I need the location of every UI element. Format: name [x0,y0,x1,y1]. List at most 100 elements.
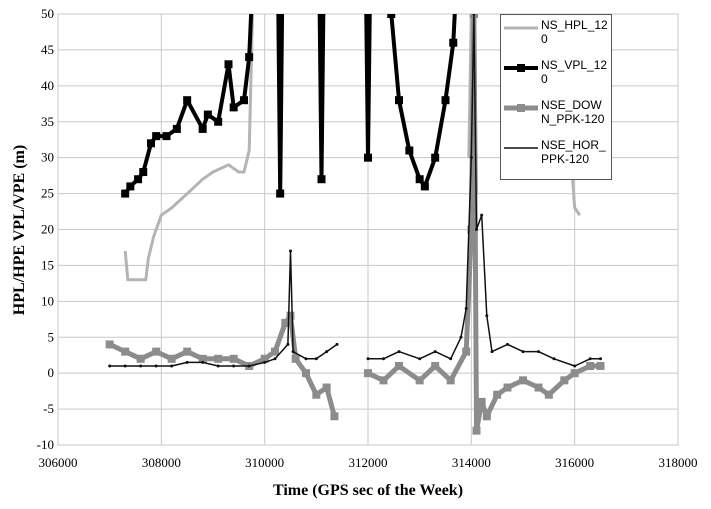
marker [147,139,155,148]
marker [431,361,440,370]
marker [519,376,527,385]
y-tick-label: 20 [41,222,54,237]
marker [322,383,331,392]
marker [521,350,525,354]
marker [185,360,189,364]
marker [302,369,310,378]
marker [229,354,238,363]
legend: NS_HPL_120 NS_VPL_120 NSE_DOWN_PPK-120 NSE_… [500,14,612,180]
marker [224,60,233,69]
legend-swatch [504,147,538,149]
marker [480,213,484,217]
marker [420,182,429,191]
marker [247,364,251,368]
marker [544,390,553,399]
marker [291,350,295,354]
y-tick-label: 10 [41,293,54,308]
marker [560,376,569,385]
marker [136,354,145,363]
legend-label: NS_VPL_120 [541,58,608,86]
marker [537,350,540,354]
marker [415,175,424,184]
x-tick-label: 310000 [245,455,284,470]
marker [415,376,424,385]
legend-swatch [504,64,538,72]
marker [462,347,471,356]
marker [493,390,502,399]
marker [330,412,339,421]
labels: -10 -5 0 5 10 15 20 25 30 35 40 45 50 306000 308000 310… [37,6,698,470]
marker [364,369,372,378]
marker [201,360,205,364]
x-tick-label: 306000 [39,455,78,470]
y-tick-label: 50 [41,6,54,21]
marker [599,357,602,361]
marker [170,364,174,368]
marker [503,383,512,392]
marker [485,314,489,318]
marker [245,53,254,62]
marker [105,340,114,349]
marker [312,390,321,399]
y-tick-label: 5 [48,329,55,344]
marker [482,412,491,421]
y-tick-label: 25 [41,186,54,201]
marker [596,361,605,370]
marker [475,228,478,231]
legend-item: NSE_HOR_PPK-120 [501,135,611,175]
marker [405,146,414,155]
marker [573,364,577,368]
marker [214,117,223,126]
marker [395,96,403,105]
marker [379,376,388,385]
marker [472,426,481,435]
legend-label: NS_HPL_120 [541,18,608,46]
marker [214,354,223,363]
marker [198,354,207,363]
marker [183,347,192,356]
legend-swatch [504,26,538,30]
legend-label: NSE_DOWN_PPK-120 [541,98,605,126]
y-tick-label: 45 [41,42,54,57]
marker [240,96,248,105]
marker [263,360,267,364]
x-tick-label: 318000 [659,455,698,470]
marker [198,124,207,133]
marker [152,132,161,141]
legend-swatch [504,104,538,112]
legend-label: NSE_HOR_PPK-120 [541,138,606,166]
legend-item: NSE_DOWN_PPK-120 [501,95,611,135]
marker [335,342,339,346]
y-tick-label: 40 [41,78,54,93]
y-tick-label: -10 [37,437,54,452]
marker [232,364,236,368]
marker [134,175,143,184]
y-axis-title: HPL/HPE VPL/VPE (m) [11,145,28,315]
x-tick-label: 314000 [452,455,491,470]
marker [395,361,403,370]
marker [291,354,300,363]
marker [286,311,295,320]
marker [364,153,372,162]
legend-marker [517,64,525,72]
y-tick-label: 15 [41,257,54,272]
marker [441,96,450,105]
marker [167,354,176,363]
marker [317,175,326,184]
marker [314,357,318,361]
marker [229,103,238,112]
marker [126,182,135,191]
marker [586,361,595,370]
marker [433,350,437,354]
marker [162,132,171,141]
marker [276,189,285,198]
marker [446,376,455,385]
marker [418,357,422,361]
legend-item: NS_VPL_120 [501,55,611,95]
x-tick-label: 316000 [555,455,594,470]
marker [449,357,453,361]
marker [467,225,476,234]
y-tick-label: -5 [43,401,54,416]
marker [477,397,486,406]
